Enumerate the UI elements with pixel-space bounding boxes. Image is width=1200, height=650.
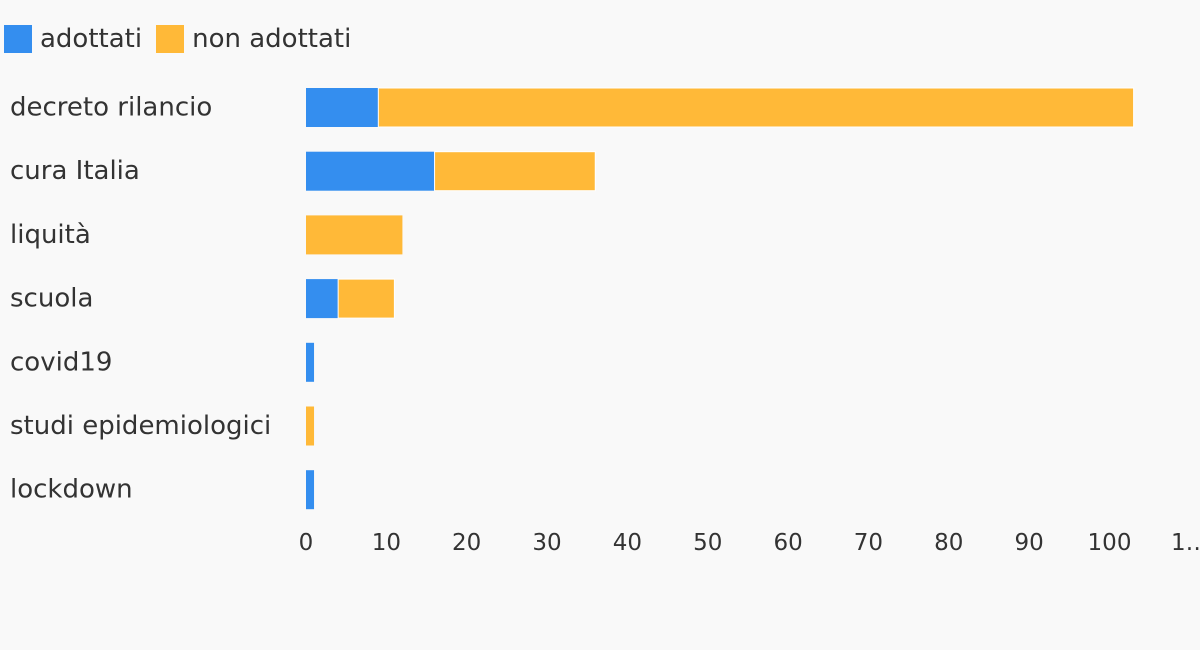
x-tick-label: 60 bbox=[773, 530, 802, 556]
bar-cura-italia-non-adottati[interactable] bbox=[434, 151, 596, 192]
x-tick-label: 0 bbox=[299, 530, 314, 556]
bar-studi-epidemiologici-non-adottati[interactable] bbox=[306, 406, 315, 446]
bar-scuola-non-adottati[interactable] bbox=[337, 278, 395, 319]
bar-decreto-rilancio-adottati[interactable] bbox=[306, 88, 379, 127]
legend-item-adottati[interactable]: adottati bbox=[4, 24, 142, 54]
bar-covid19-adottati[interactable] bbox=[306, 342, 315, 382]
category-label-scuola: scuola bbox=[10, 284, 93, 314]
x-tick-label: 90 bbox=[1015, 530, 1044, 556]
x-tick-label: 10 bbox=[372, 530, 401, 556]
legend-swatch-adottati bbox=[4, 25, 32, 53]
legend-swatch-non-adottati bbox=[156, 25, 185, 53]
bar-lockdown-adottati[interactable] bbox=[306, 470, 315, 510]
bar-decreto-rilancio-non-adottati[interactable] bbox=[377, 87, 1135, 128]
x-tick-label: 50 bbox=[693, 530, 722, 556]
x-tick-label: 1… bbox=[1171, 530, 1200, 556]
legend-label-adottati: adottati bbox=[40, 24, 143, 54]
legend-label-non-adottati: non adottati bbox=[192, 24, 352, 54]
legend: adottati non adottati bbox=[4, 24, 365, 54]
bar-scuola-adottati[interactable] bbox=[306, 279, 339, 319]
bar-liquit-non-adottati[interactable] bbox=[306, 215, 403, 255]
x-tick-label: 20 bbox=[452, 530, 481, 556]
x-tick-label: 100 bbox=[1088, 530, 1132, 556]
x-tick-label: 40 bbox=[613, 530, 642, 556]
category-label-studi-epidemiologici: studi epidemiologici bbox=[10, 411, 271, 441]
x-tick-label: 30 bbox=[532, 530, 561, 556]
x-tick-label: 80 bbox=[934, 530, 963, 556]
category-label-decreto-rilancio: decreto rilancio bbox=[10, 93, 212, 123]
category-label-liquit: liquità bbox=[10, 220, 91, 250]
legend-item-non-adottati[interactable]: non adottati bbox=[156, 24, 351, 54]
x-tick-label: 70 bbox=[854, 530, 883, 556]
category-label-covid19: covid19 bbox=[10, 347, 112, 377]
bar-cura-italia-adottati[interactable] bbox=[306, 151, 435, 191]
category-label-lockdown: lockdown bbox=[10, 475, 133, 505]
category-label-cura-italia: cura Italia bbox=[10, 156, 140, 186]
